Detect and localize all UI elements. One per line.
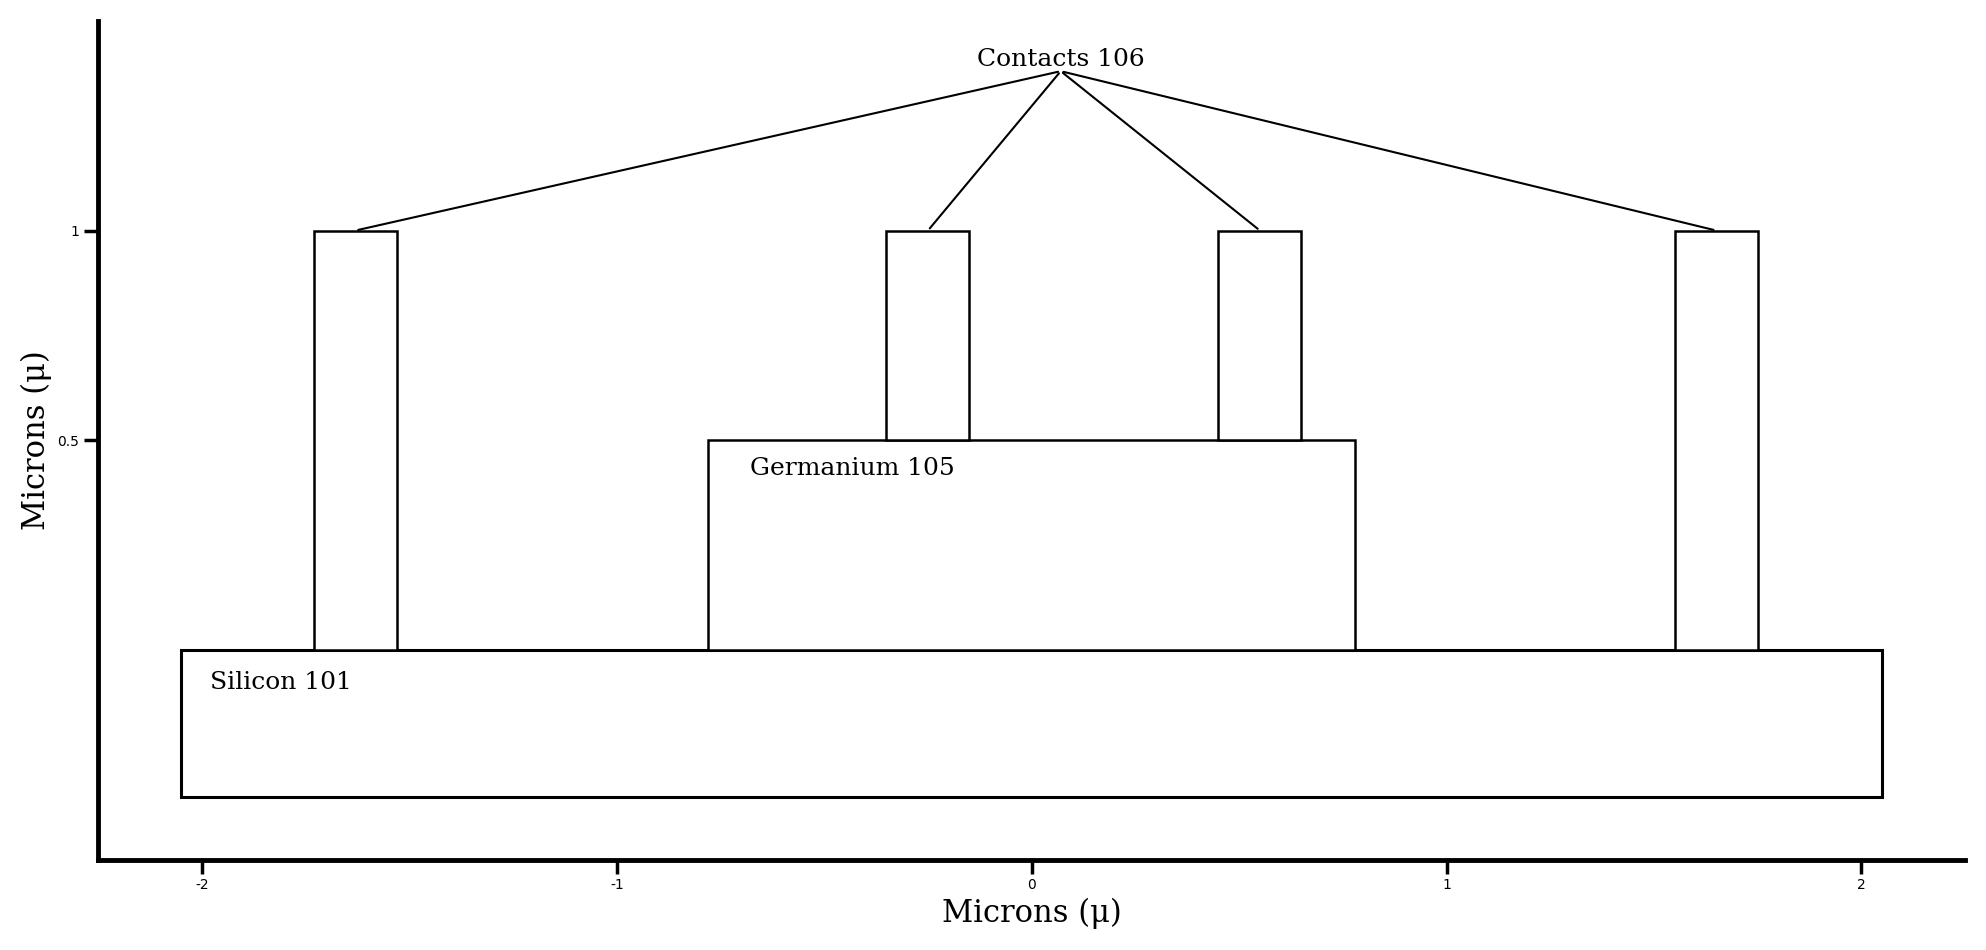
Text: Germanium 105: Germanium 105	[749, 457, 955, 480]
Bar	[1217, 231, 1301, 440]
Text: Silicon 101: Silicon 101	[211, 671, 352, 694]
Bar	[886, 231, 969, 440]
Y-axis label: Microns (μ): Microns (μ)	[20, 351, 52, 530]
Bar	[1674, 231, 1758, 650]
Text: Contacts 106: Contacts 106	[977, 48, 1144, 71]
X-axis label: Microns (μ): Microns (μ)	[941, 898, 1122, 929]
Bar	[181, 650, 1883, 797]
Bar	[709, 440, 1354, 650]
Bar	[314, 231, 397, 650]
